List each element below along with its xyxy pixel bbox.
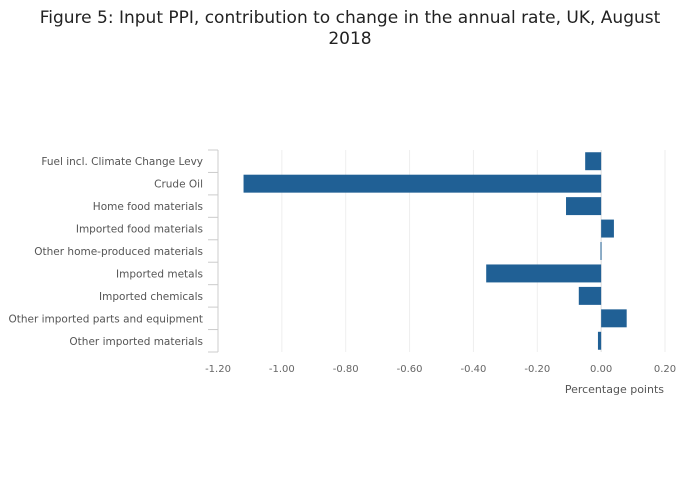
- bar: [600, 242, 602, 260]
- x-tick-label: -1.00: [269, 364, 295, 375]
- bar: [578, 286, 602, 305]
- y-axis: [208, 149, 219, 353]
- bar: [243, 174, 602, 193]
- category-label: Other home-produced materials: [34, 246, 203, 258]
- bar: [601, 219, 614, 238]
- category-label: Imported chemicals: [99, 291, 203, 303]
- category-label: Other imported parts and equipment: [8, 313, 203, 325]
- x-axis-title: Percentage points: [565, 383, 664, 396]
- category-label: Imported food materials: [76, 224, 203, 236]
- x-tick-label: 0.00: [590, 364, 612, 375]
- bar: [601, 309, 627, 328]
- category-label: Crude Oil: [154, 179, 203, 191]
- x-tick-labels: -1.20 -1.00 -0.80 -0.60 -0.40 -0.20 0.00 0.20: [205, 364, 676, 375]
- bar: [566, 197, 602, 216]
- x-tick-label: -0.60: [397, 364, 423, 375]
- bar: [597, 331, 602, 350]
- x-tick-label: -0.20: [524, 364, 550, 375]
- chart-title: Figure 5: Input PPI, contribution to cha…: [39, 8, 661, 49]
- x-tick-label: -0.40: [460, 364, 486, 375]
- x-tick-label: -0.80: [333, 364, 359, 375]
- category-label: Fuel incl. Climate Change Levy: [41, 156, 203, 168]
- category-labels: Fuel incl. Climate Change Levy Crude Oil H…: [8, 156, 203, 348]
- category-label: Home food materials: [93, 201, 203, 213]
- x-tick-label: -1.20: [205, 364, 231, 375]
- category-label: Imported metals: [116, 268, 203, 280]
- category-label: Other imported materials: [69, 336, 203, 348]
- bars: [243, 152, 627, 350]
- bar: [486, 264, 602, 283]
- bar: [585, 152, 602, 171]
- x-tick-label: 0.20: [654, 364, 676, 375]
